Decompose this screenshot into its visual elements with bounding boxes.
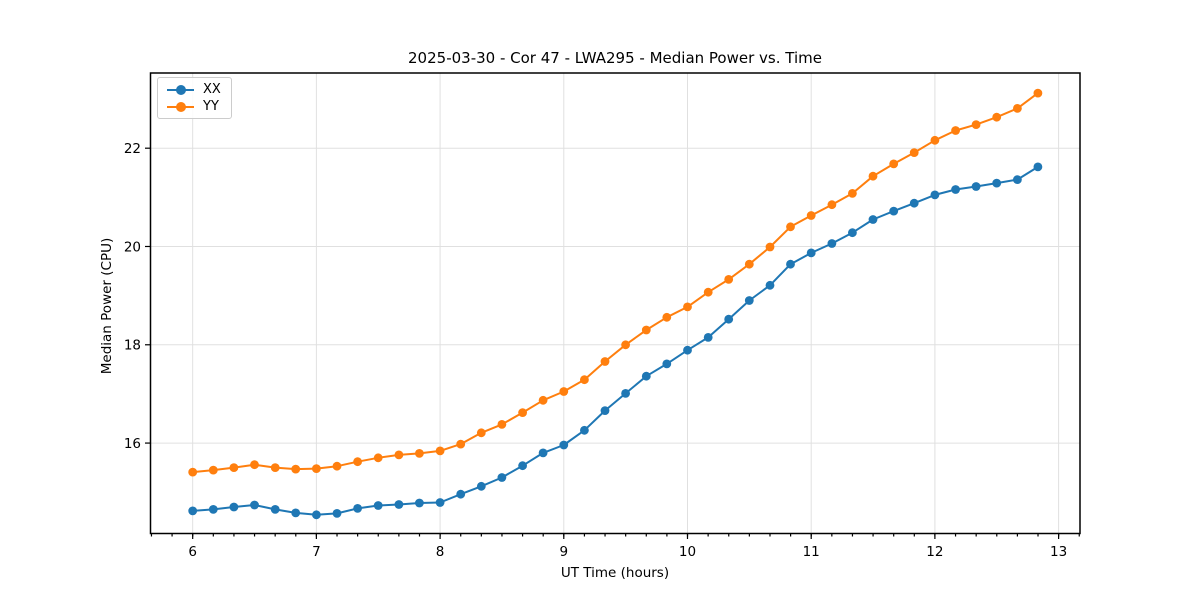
grid-lines [150,73,1080,534]
x-tick-label: 13 [1050,544,1067,560]
y-tick-label: 22 [124,141,141,157]
x-tick-label: 7 [312,544,321,560]
x-tick-label: 10 [679,544,696,560]
x-tick-label: 6 [188,544,197,560]
y-tick-label: 18 [124,338,141,354]
y-tick-label: 16 [124,436,141,452]
axis-ticks [145,147,1080,539]
legend-marker-yy-icon [167,101,194,112]
series-xx-markers [188,162,1043,520]
y-axis-label: Median Power (CPU) [99,237,115,375]
legend-item-yy: YY [167,100,221,113]
x-tick-label: 9 [559,544,568,560]
x-tick-label: 12 [926,544,943,560]
legend: XX YY [157,77,232,119]
legend-label-yy: YY [203,99,219,114]
y-tick-label: 20 [124,239,141,255]
legend-marker-xx-icon [167,84,194,95]
x-axis-label: UT Time (hours) [560,565,670,581]
chart-title: 2025-03-30 - Cor 47 - LWA295 - Median Po… [408,49,822,67]
x-tick-label: 8 [436,544,445,560]
legend-label-xx: XX [203,82,221,97]
series-xx-line [192,166,1039,516]
legend-item-xx: XX [167,83,221,96]
tick-labels: 6 7 8 9 10 11 12 13 16 18 20 22 [124,141,1067,560]
x-tick-label: 11 [803,544,820,560]
series-yy-markers [188,88,1043,477]
plot-border [149,72,1081,535]
